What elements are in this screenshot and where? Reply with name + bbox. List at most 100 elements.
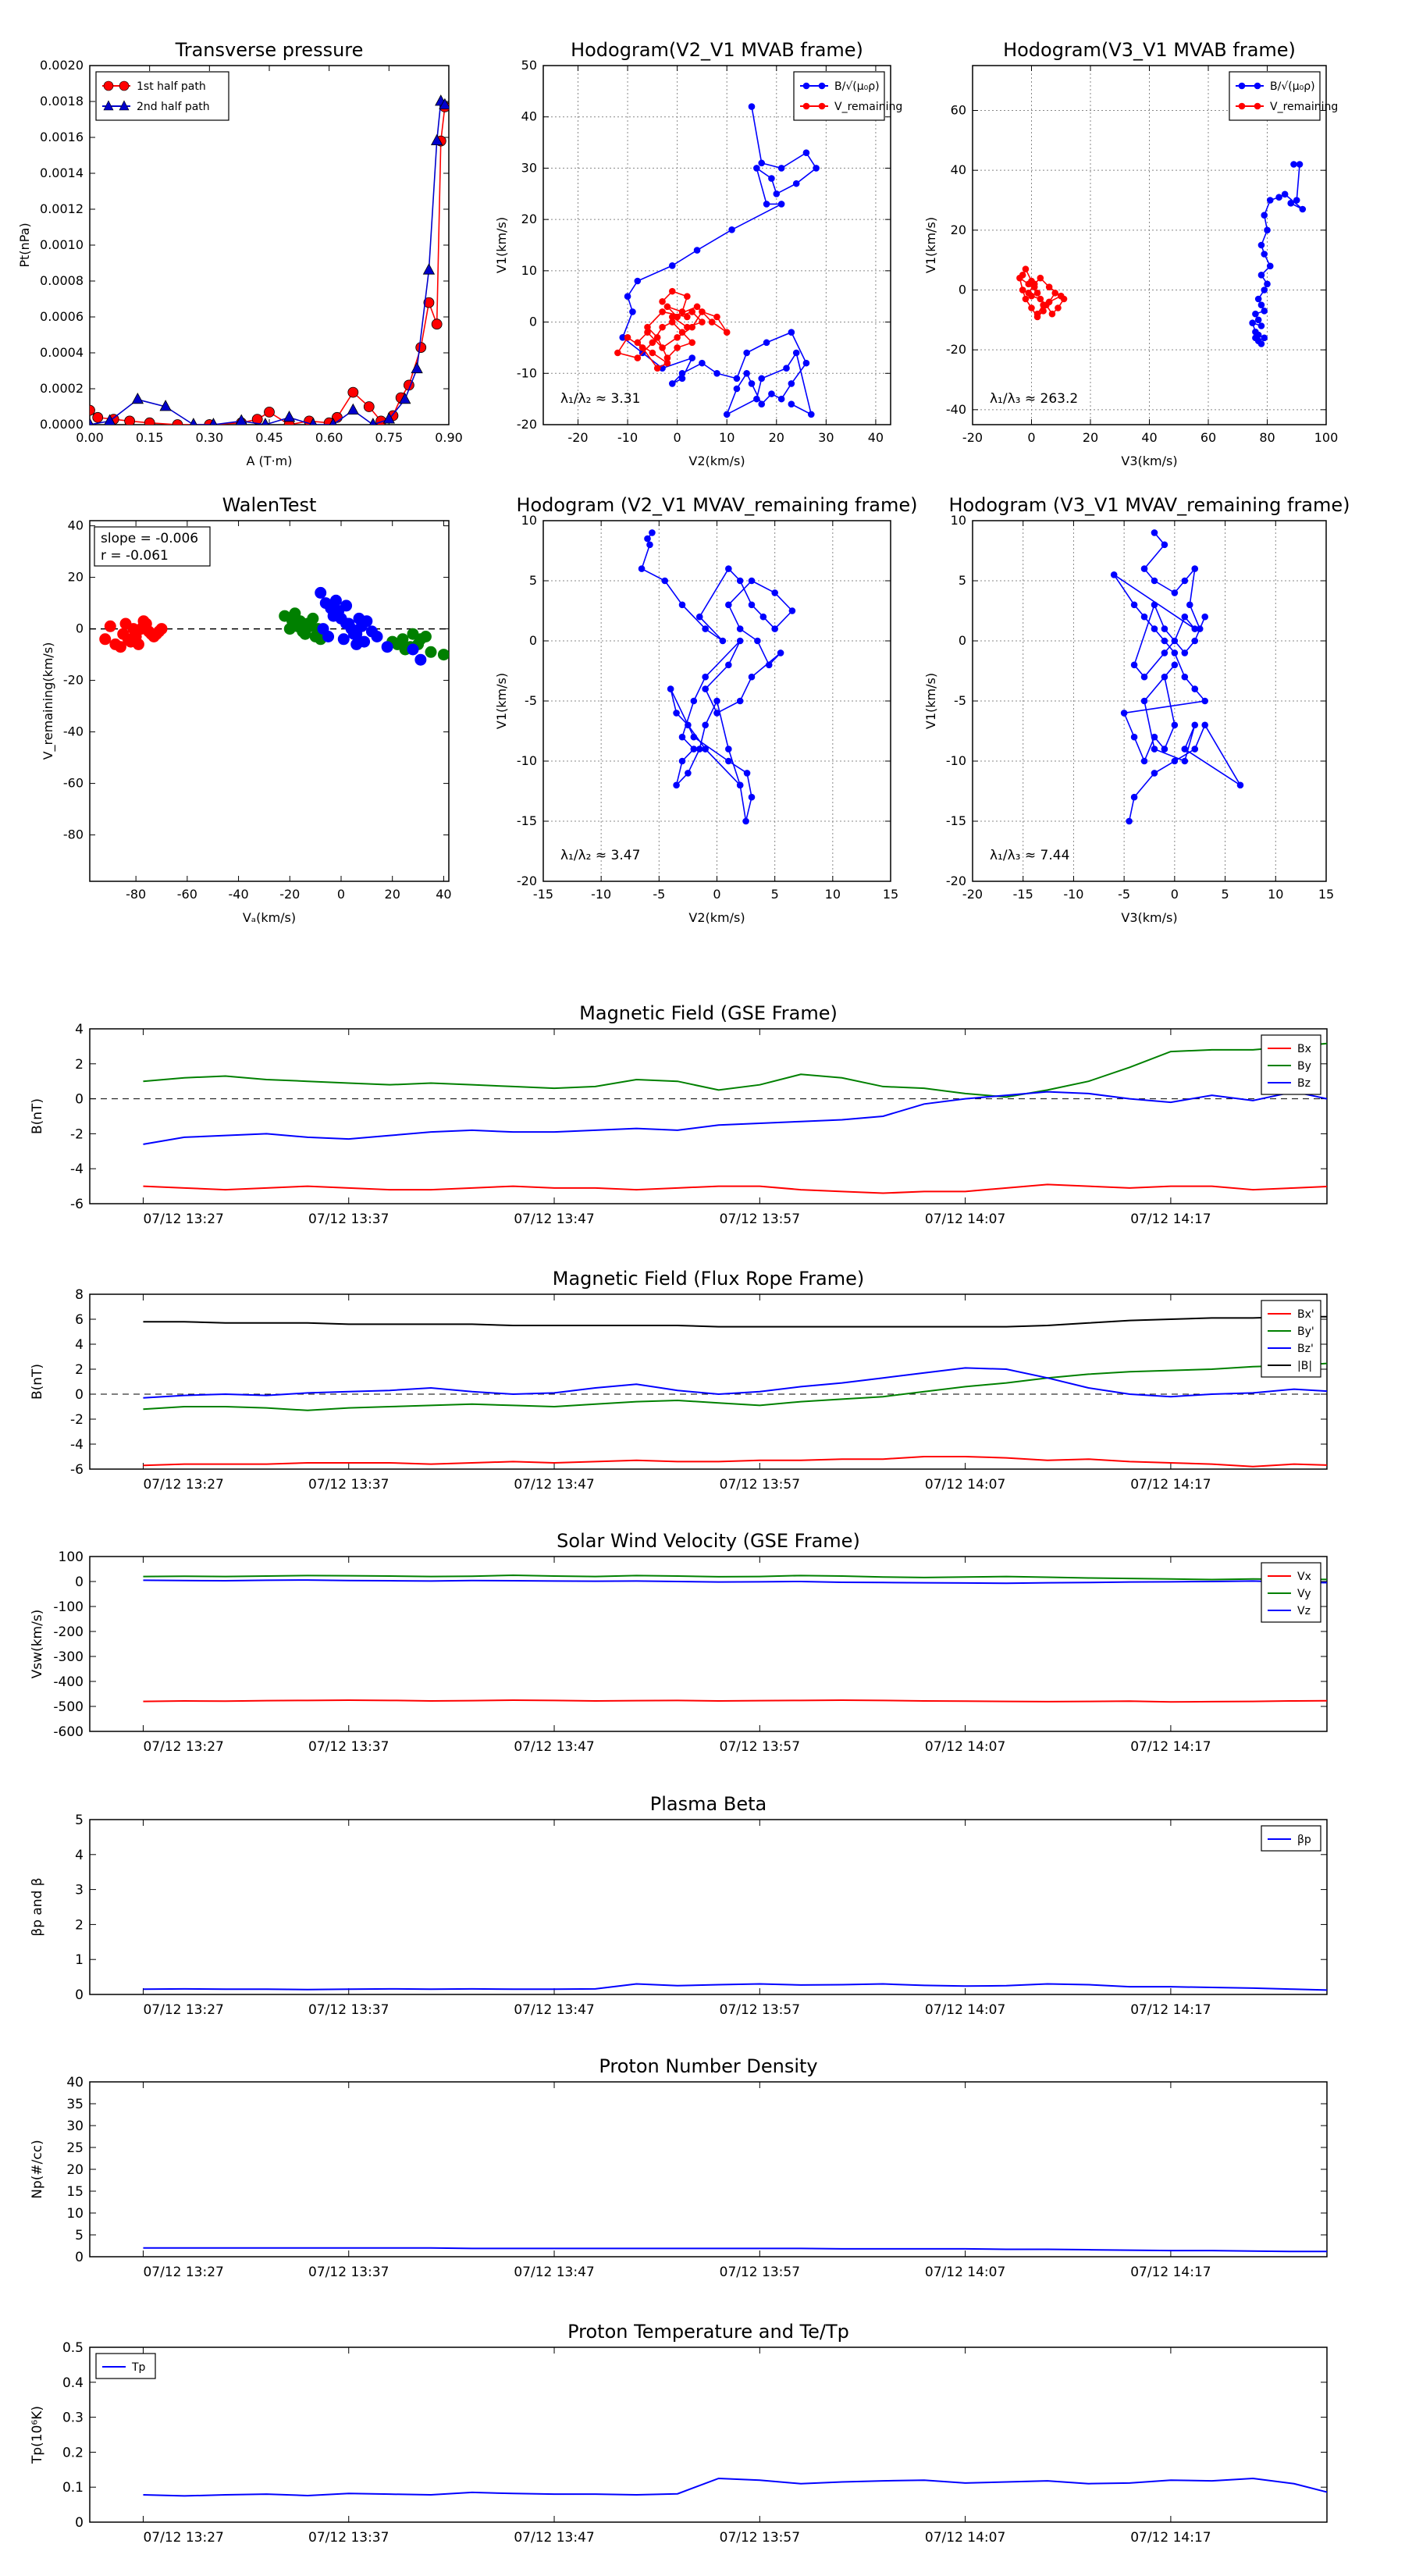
data-point [1140,697,1148,705]
x-tick-label: 40 [1141,430,1157,445]
data-layer [143,1574,1327,1703]
x-tick-label: 0.75 [375,430,404,445]
y-tick-label: 10 [951,513,966,528]
stats-box: slope = -0.006 r = -0.061 [94,526,211,567]
x-axis-label: A (T·m) [247,454,293,468]
data-point [283,410,296,422]
data-point [678,308,686,315]
data-point [668,380,676,387]
y-tick-label: 0 [75,2250,84,2265]
legend: B/√(μ₀ρ) V_remaining [793,71,902,121]
x-tick-label: 0.15 [136,430,164,445]
data-point [702,673,709,681]
x-tick-label: -20 [962,887,983,902]
y-tick-label: 6 [75,1312,84,1328]
data-point [725,601,732,609]
data-point [788,380,795,387]
y-tick-label: 20 [521,212,537,226]
data-point [777,165,785,172]
data-point [1171,757,1179,765]
data-point [1140,757,1148,765]
plot-frame [89,1028,1328,1204]
data-point [114,641,126,653]
data-point [713,369,720,377]
y-tick-label: 4 [75,1022,84,1037]
x-tick-label: 07/12 13:27 [143,1739,223,1755]
x-tick-label: 07/12 13:47 [514,1477,594,1493]
data-point [119,617,132,630]
legend-marker [119,100,130,111]
y-axis-label: V_remaining(km/s) [41,642,56,760]
data-point [1293,197,1300,204]
y-tick-label: 40 [951,162,966,177]
legend-frame [793,71,885,121]
data-point [748,601,756,609]
x-axis-label: V3(km/s) [1121,454,1177,468]
data-point [369,418,377,425]
y-tick-label: -60 [63,776,84,791]
data-point [1140,565,1148,572]
data-point [783,365,790,372]
y-tick-label: 0 [529,633,537,648]
x-axis-label: V2(km/s) [688,454,745,468]
data-point [728,226,735,233]
data-point [1257,322,1265,329]
x-tick-label: 0.30 [196,430,224,445]
chart-walen: -80 -60 -40 -20 0 20 40 -80 -60 -40 -20 0 20 40 WalenT… [41,494,452,925]
series-line [143,2477,1327,2497]
data-point [1130,601,1138,609]
data-point [1201,697,1208,705]
data-point [414,653,427,666]
x-tick-label: 07/12 14:17 [1130,1477,1211,1493]
data-point [725,661,732,669]
y-tick-label: -40 [63,724,84,739]
data-point [190,418,197,425]
data-layer [614,103,820,418]
x-tick-label: -60 [177,887,197,902]
x-tick-label: 5 [771,887,779,902]
data-point [261,418,269,425]
data-point [688,354,696,361]
x-tick-label: 07/12 13:57 [720,1477,800,1493]
chart-hodo1: -20 -10 0 10 20 30 40 -20 -10 0 10 20 30 40 50 Hodogram… [494,39,902,468]
data-point [713,313,720,321]
data-point [754,637,761,645]
x-tick-label: 07/12 14:17 [1130,1212,1211,1227]
legend-marker [802,102,810,110]
data-point [347,403,360,415]
data-point [1181,745,1189,753]
x-tick-label: 0.60 [315,430,343,445]
legend-marker [103,80,114,91]
legend-label: B/√(μ₀ρ) [834,80,880,93]
data-point [293,615,306,628]
series-line [1251,163,1304,345]
data-point [1201,613,1208,621]
y-tick-label: 0.0020 [40,58,84,73]
data-point [1130,661,1138,669]
data-point [736,625,744,632]
data-point [1281,190,1289,198]
data-point [690,733,698,741]
data-point [1045,298,1053,306]
y-tick-label: 2 [75,1917,84,1933]
y-tick-label: -300 [53,1649,84,1665]
data-point [653,365,661,372]
chart-title: Hodogram(V3_V1 MVAB frame) [1003,39,1296,61]
data-point [634,277,642,285]
data-point [1022,295,1030,303]
legend-label: B/√(μ₀ρ) [1270,80,1315,93]
stats-text: slope = -0.006 [101,531,198,546]
data-point [343,617,355,630]
data-point [624,293,631,301]
data-layer [1016,161,1307,347]
ratio-annotation: λ₁/λ₂ ≈ 3.47 [560,848,640,863]
data-point [644,535,651,543]
x-tick-label: 0 [337,887,345,902]
x-tick-label: 20 [385,887,400,902]
y-axis-label: V1(km/s) [494,217,509,273]
data-point [777,649,784,656]
data-point [638,344,646,351]
data-point [693,247,701,254]
x-tick-label: 07/12 14:07 [925,2530,1005,2546]
data-point [1191,685,1199,692]
